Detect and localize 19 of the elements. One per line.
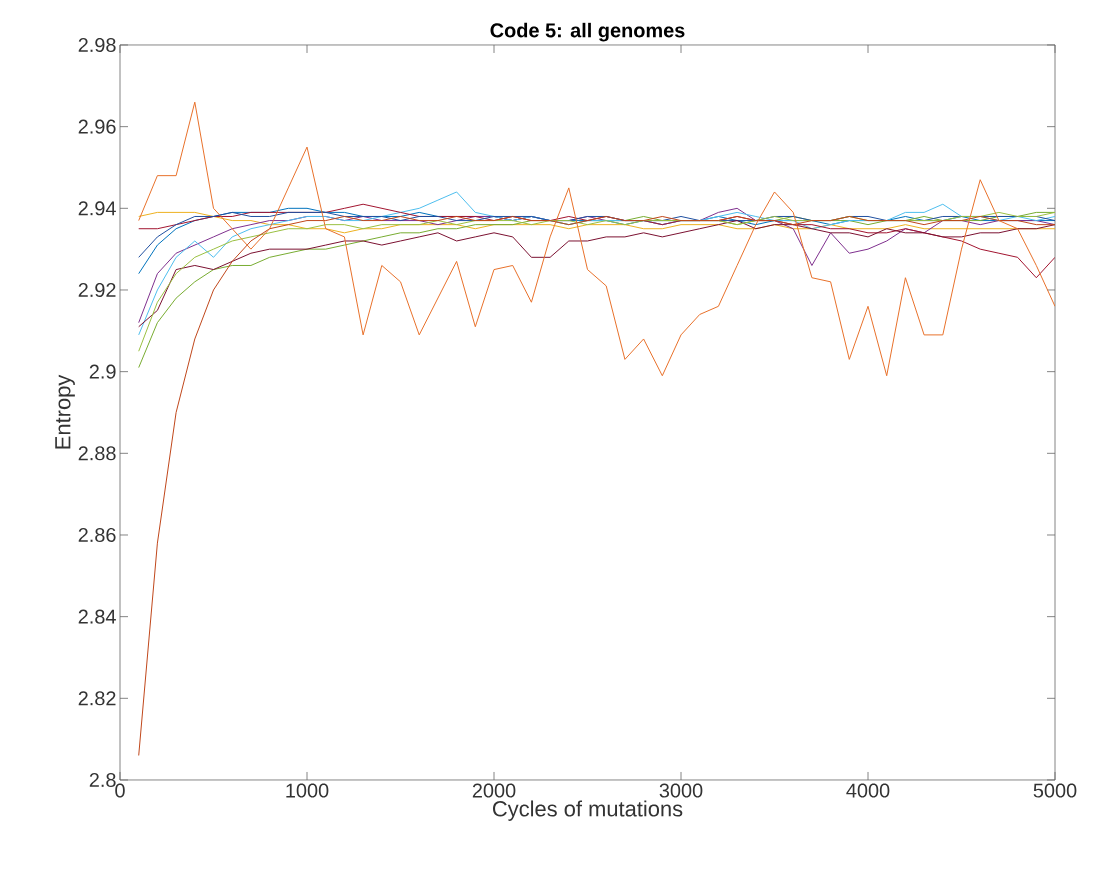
x-tick-label: 2000 <box>472 783 516 798</box>
y-tick-label: 2.98 <box>78 37 116 53</box>
y-tick-label: 2.82 <box>78 691 116 706</box>
y-tick-label: 2.9 <box>89 364 116 379</box>
y-axis-title: Entropy <box>55 374 75 449</box>
x-axis-title: Cycles of mutations <box>492 800 683 821</box>
y-tick-label: 2.88 <box>78 446 116 461</box>
x-tick-label: 5000 <box>1033 783 1077 798</box>
x-tick-label: 0 <box>115 783 125 798</box>
y-tick-label: 2.92 <box>78 282 116 298</box>
x-tick-label: 1000 <box>286 783 329 798</box>
y-tick-label: 2.86 <box>78 527 116 543</box>
chart-title: Code 5: all genomes <box>490 22 685 42</box>
y-tick-label: 2.94 <box>78 201 116 216</box>
y-tick-label: 2.84 <box>78 609 116 624</box>
y-tick-label: 2.8 <box>89 772 116 788</box>
x-tick-label: 3000 <box>659 783 703 798</box>
x-tick-label: 4000 <box>846 783 890 798</box>
y-tick-label: 2.96 <box>78 119 116 134</box>
